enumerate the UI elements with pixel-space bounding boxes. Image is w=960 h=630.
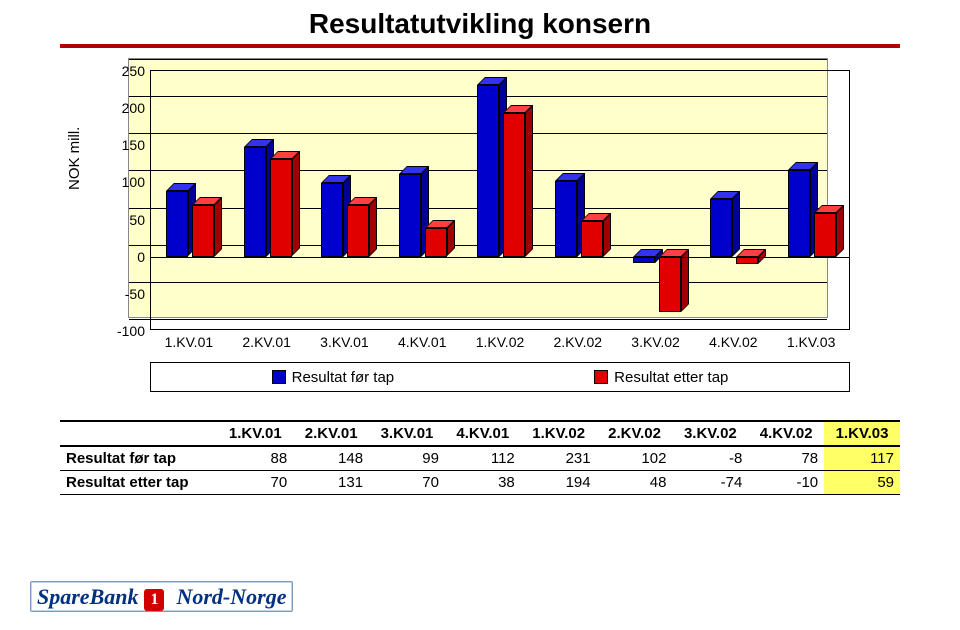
table-cell: 38: [445, 471, 521, 495]
y-axis-label: NOK mill.: [66, 127, 83, 190]
bar: [477, 85, 499, 257]
table-cell: 102: [597, 446, 673, 471]
y-tick: 200: [122, 100, 145, 116]
bar: [555, 181, 577, 257]
data-table: 1.KV.012.KV.013.KV.014.KV.011.KV.022.KV.…: [60, 420, 900, 495]
legend-item-0: Resultat før tap: [272, 369, 395, 386]
y-tick: 150: [122, 137, 145, 153]
table-cell: 48: [597, 471, 673, 495]
y-tick: 0: [137, 249, 145, 265]
y-tick: 250: [122, 63, 145, 79]
table-body: Resultat før tap8814899112231102-878117R…: [60, 446, 900, 495]
bar: [347, 205, 369, 257]
table-col-header: 1.KV.03: [824, 421, 900, 446]
legend-swatch-0: [272, 370, 286, 384]
table-cell: 70: [217, 471, 293, 495]
page-title: Resultatutvikling konsern: [309, 8, 651, 40]
y-tick: -100: [117, 323, 145, 339]
y-tick: 50: [129, 212, 145, 228]
bar: [244, 147, 266, 257]
bar: [788, 170, 810, 257]
table-cell: 78: [748, 446, 824, 471]
table-cell: 148: [293, 446, 369, 471]
x-tick: 3.KV.01: [320, 334, 369, 350]
y-tick: -50: [125, 286, 145, 302]
x-tick: 2.KV.02: [554, 334, 603, 350]
legend: Resultat før tap Resultat etter tap: [150, 362, 850, 392]
x-tick: 1.KV.01: [165, 334, 214, 350]
bar: [425, 228, 447, 256]
table-cell: 194: [521, 471, 597, 495]
bar: [399, 174, 421, 257]
table-col-header: 3.KV.02: [672, 421, 748, 446]
legend-label-0: Resultat før tap: [292, 369, 395, 386]
legend-label-1: Resultat etter tap: [614, 369, 728, 386]
bar: [736, 257, 758, 264]
logo-text-1: Spare: [37, 584, 90, 609]
bar: [166, 191, 188, 256]
logo-badge: 1: [144, 589, 164, 611]
plot-area: -100-50050100150200250: [150, 70, 850, 330]
table-col-header: 4.KV.02: [748, 421, 824, 446]
table-cell: 117: [824, 446, 900, 471]
table-cell: 131: [293, 471, 369, 495]
x-tick: 4.KV.01: [398, 334, 447, 350]
table-col-header: 1.KV.01: [217, 421, 293, 446]
x-tick: 3.KV.02: [631, 334, 680, 350]
chart: NOK mill. -100-50050100150200250 Resulta…: [110, 70, 850, 400]
gridline: [129, 59, 827, 60]
bar: [503, 113, 525, 257]
table-col-header: 1.KV.02: [521, 421, 597, 446]
table-cell: 99: [369, 446, 445, 471]
bar: [270, 159, 292, 256]
table-cell: 59: [824, 471, 900, 495]
bar: [321, 183, 343, 257]
x-tick: 4.KV.02: [709, 334, 758, 350]
table-row: Resultat etter tap70131703819448-74-1059: [60, 471, 900, 495]
table-cell: 112: [445, 446, 521, 471]
table-row: Resultat før tap8814899112231102-878117: [60, 446, 900, 471]
table-cell: -8: [672, 446, 748, 471]
bar: [814, 213, 836, 257]
table-cell: -74: [672, 471, 748, 495]
bar: [659, 257, 681, 312]
x-tick: 1.KV.02: [476, 334, 525, 350]
legend-item-1: Resultat etter tap: [594, 369, 728, 386]
x-tick: 1.KV.03: [787, 334, 836, 350]
table-col-header: 2.KV.02: [597, 421, 673, 446]
bar: [710, 199, 732, 257]
table-header-row: 1.KV.012.KV.013.KV.014.KV.011.KV.022.KV.…: [60, 421, 900, 446]
bars-container: [151, 71, 849, 329]
legend-swatch-1: [594, 370, 608, 384]
table-cell: 88: [217, 446, 293, 471]
table-col-header: 4.KV.01: [445, 421, 521, 446]
title-block: Resultatutvikling konsern: [0, 0, 960, 48]
logo-frame: SpareBank 1 Nord-Norge: [30, 581, 293, 612]
y-tick: 100: [122, 174, 145, 190]
row-label: Resultat etter tap: [60, 471, 217, 495]
bar: [192, 205, 214, 257]
table-col-header: 3.KV.01: [369, 421, 445, 446]
x-tick: 2.KV.01: [242, 334, 291, 350]
logo-text-1b: Bank: [90, 584, 139, 609]
title-underline: [60, 44, 900, 48]
table-col-header: 2.KV.01: [293, 421, 369, 446]
logo: SpareBank 1 Nord-Norge: [30, 581, 293, 612]
bar: [581, 221, 603, 257]
table-cell: 70: [369, 471, 445, 495]
table-corner: [60, 421, 217, 446]
logo-text-2: Nord-Norge: [176, 584, 286, 609]
table-cell: -10: [748, 471, 824, 495]
row-label: Resultat før tap: [60, 446, 217, 471]
table-cell: 231: [521, 446, 597, 471]
